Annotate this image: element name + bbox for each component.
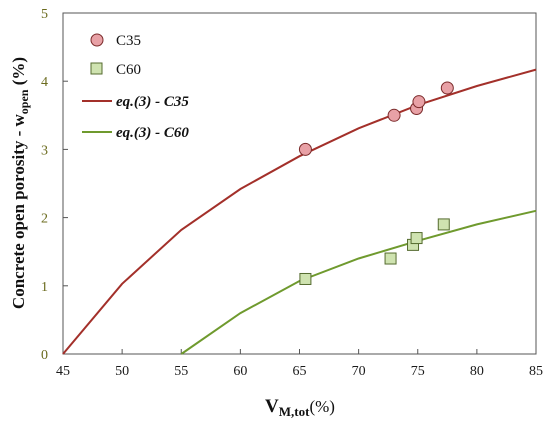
x-tick-label: 80 — [470, 364, 484, 379]
series-markers — [298, 81, 454, 285]
x-tick-label: 60 — [233, 364, 247, 379]
legend-label-c60: C60 — [116, 62, 141, 78]
data-point-c60 — [410, 232, 423, 245]
x-tick-label: 85 — [529, 364, 543, 379]
y-tick-label: 0 — [41, 348, 48, 363]
y-axis-label: Concrete open porosity - wopen (%) — [9, 57, 31, 309]
legend-marker-c35 — [90, 33, 104, 47]
x-tick-label: 50 — [115, 364, 129, 379]
data-point-c35 — [440, 81, 454, 95]
legend-label-c35: C35 — [116, 33, 141, 49]
y-axis-label-main: Concrete open porosity - w — [9, 113, 28, 309]
y-axis-label-suffix: (%) — [9, 57, 28, 90]
x-axis-label-main: V — [265, 396, 279, 417]
legend-label-eq3-c35: eq.(3) - C35 — [116, 94, 189, 110]
x-tick-label: 55 — [174, 364, 188, 379]
y-tick-label: 3 — [41, 143, 48, 158]
data-point-c60 — [384, 252, 397, 265]
x-tick-label: 45 — [56, 364, 70, 379]
data-point-c60 — [299, 272, 312, 285]
data-point-c60 — [437, 218, 450, 231]
legend-marker-c60 — [90, 62, 103, 75]
legend: C35 C60 eq.(3) - C35 eq.(3) - C60 — [82, 33, 189, 141]
x-axis-label: VM,tot(%) — [265, 396, 335, 419]
data-point-c35 — [298, 142, 312, 156]
y-tick-label: 2 — [41, 212, 48, 227]
series-line-eq-3-c60 — [180, 209, 537, 355]
data-point-c35 — [387, 108, 401, 122]
y-tick-label: 4 — [41, 75, 48, 90]
series-lines — [62, 68, 537, 355]
y-axis-label-sub: open — [17, 89, 31, 114]
x-axis-label-sub: M,tot — [279, 404, 310, 419]
y-tick-label: 1 — [41, 280, 48, 295]
x-tick-label: 65 — [293, 364, 307, 379]
x-tick-label: 70 — [352, 364, 366, 379]
data-point-c35 — [412, 95, 426, 109]
x-tick-label: 75 — [411, 364, 425, 379]
series-line-eq-3-c35 — [62, 68, 537, 355]
legend-label-eq3-c60: eq.(3) - C60 — [116, 125, 189, 141]
x-axis-label-suffix: (%) — [309, 397, 334, 416]
y-tick-label: 5 — [41, 7, 48, 22]
